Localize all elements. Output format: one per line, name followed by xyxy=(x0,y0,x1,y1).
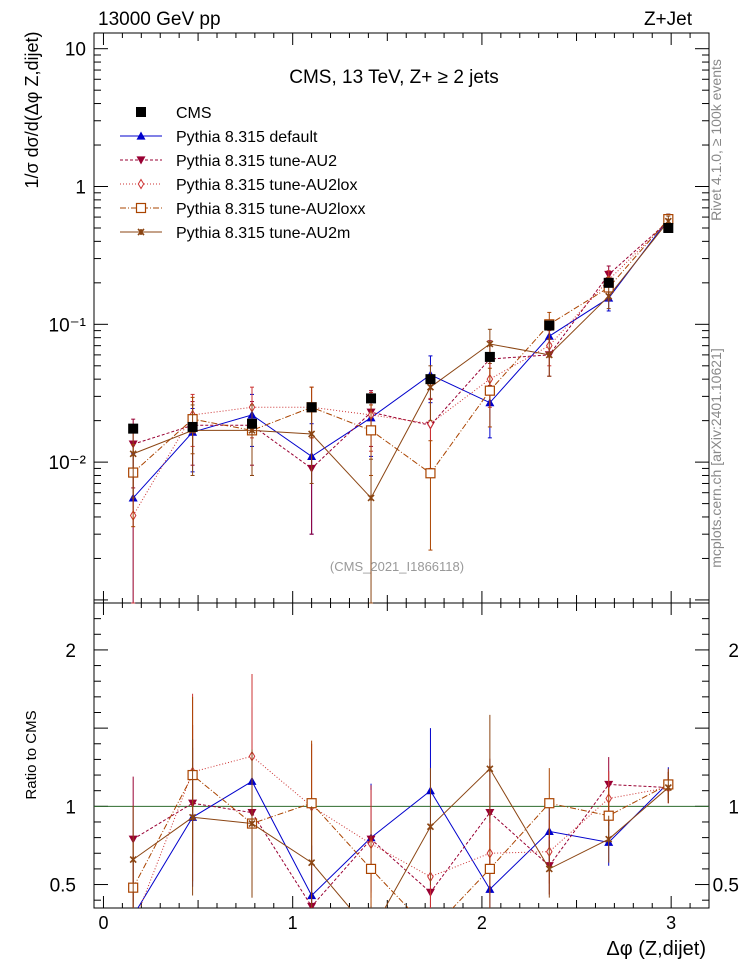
legend-label-cms: CMS xyxy=(176,105,212,122)
x-axis-title: Δφ (Z,dijet) xyxy=(606,938,706,960)
series-4 xyxy=(128,213,674,936)
data-point xyxy=(427,418,434,430)
x-tick-label: 3 xyxy=(666,913,676,933)
data-point xyxy=(605,292,613,300)
series-line xyxy=(132,220,669,516)
ratio-series xyxy=(129,707,673,919)
legend-label: Pythia 8.315 default xyxy=(176,129,318,146)
legend-label: Pythia 8.315 tune-AU2lox xyxy=(176,177,357,194)
ratio-point xyxy=(486,765,494,773)
data-point xyxy=(367,494,375,502)
cms-data-point xyxy=(128,423,139,434)
cms-data-point xyxy=(187,421,198,432)
x-tick-label: 0 xyxy=(98,913,108,933)
cms-data-point xyxy=(663,222,674,233)
ratio-tick-label: 2 xyxy=(65,641,76,662)
legend-marker-cms xyxy=(136,107,146,117)
data-point xyxy=(308,430,316,438)
series-line xyxy=(132,220,669,499)
series-line xyxy=(132,218,669,474)
ratio-tick-label: 0.5 xyxy=(50,876,76,897)
ratio-series xyxy=(128,725,673,908)
ratio-point xyxy=(129,855,137,864)
ratio-panel-frame xyxy=(93,602,710,909)
legend-label: Pythia 8.315 tune-AU2loxx xyxy=(176,201,365,218)
cms-data-point xyxy=(247,418,258,429)
ratio-line xyxy=(139,755,669,908)
legend: CMS Pythia 8.315 default Pythia 8.315 tune… xyxy=(120,105,365,242)
series-2 xyxy=(128,215,673,908)
ratio-point xyxy=(368,930,374,936)
legend-marker xyxy=(136,131,146,140)
series-5 xyxy=(129,215,672,936)
cms-data-point xyxy=(484,351,495,362)
legend-marker xyxy=(136,156,146,165)
data-point xyxy=(365,425,377,436)
x-tick-label: 1 xyxy=(288,913,298,933)
x-tick-label: 2 xyxy=(477,913,487,933)
cms-data-point xyxy=(544,320,555,331)
data-point xyxy=(129,450,137,458)
ratio-point xyxy=(130,921,135,930)
data-point xyxy=(425,468,436,479)
legend-marker xyxy=(137,178,145,190)
ratio-tick-label-right: 0.5 xyxy=(713,876,739,897)
header-right: Z+Jet xyxy=(644,9,693,30)
ratio-line xyxy=(137,780,669,908)
header-left: 13000 GeV pp xyxy=(98,9,221,30)
ratio-point xyxy=(189,813,197,821)
ratio-series xyxy=(128,696,674,936)
ratio-point xyxy=(308,859,316,867)
y-tick-label: 1 xyxy=(75,178,86,199)
ratio-tick-label: 1 xyxy=(65,797,76,818)
data-point xyxy=(486,340,494,348)
ratio-point xyxy=(484,863,495,874)
ratio-point xyxy=(544,798,555,809)
data-point xyxy=(545,351,553,359)
rivet-label: Rivet 4.1.0, ≥ 100k events xyxy=(708,59,724,221)
cms-data-point xyxy=(306,402,317,413)
ratio-tick-label-right: 2 xyxy=(728,641,739,662)
series-1 xyxy=(128,213,673,919)
ratio-point xyxy=(426,823,435,831)
y-axis-title: 1/σ dσ/d(Δφ Z,dijet) xyxy=(22,32,42,189)
ratio-series xyxy=(129,714,672,936)
y-tick-label: 10⁻¹ xyxy=(49,315,87,336)
ratio-point xyxy=(248,819,256,828)
chart-title: CMS, 13 TeV, Z+ ≥ 2 jets xyxy=(289,67,499,88)
legend-marker xyxy=(135,202,147,214)
ratio-line xyxy=(132,774,669,908)
y-tick-label: 10 xyxy=(65,40,86,61)
watermark: (CMS_2021_I1866118) xyxy=(330,559,464,574)
ratio-point xyxy=(365,863,377,874)
legend-marker xyxy=(137,228,145,236)
legend-label: Pythia 8.315 tune-AU2 xyxy=(176,153,337,170)
ratio-point xyxy=(129,911,138,919)
ratio-line xyxy=(132,767,669,908)
cms-data-point xyxy=(366,393,377,404)
ratio-tick-label-right: 1 xyxy=(728,797,739,818)
ratio-y-axis-title: Ratio to CMS xyxy=(23,710,40,799)
legend-label: Pythia 8.315 tune-AU2m xyxy=(176,225,350,242)
data-point xyxy=(426,383,435,391)
y-tick-label: 10⁻² xyxy=(49,453,87,474)
series-line xyxy=(132,218,669,499)
cms-data-point xyxy=(425,374,436,385)
ratio-line xyxy=(132,783,669,908)
ratio-point xyxy=(664,783,672,792)
series-line xyxy=(133,220,669,470)
ratio-point xyxy=(426,927,435,936)
ratio-point xyxy=(605,835,613,843)
ratio-series xyxy=(130,673,672,930)
mcplots-label: mcplots.cern.ch [arXiv:2401.10621] xyxy=(708,348,724,567)
cms-data-point xyxy=(603,277,614,288)
series-3 xyxy=(129,215,672,930)
data-point xyxy=(484,385,495,396)
ratio-point xyxy=(545,865,553,873)
